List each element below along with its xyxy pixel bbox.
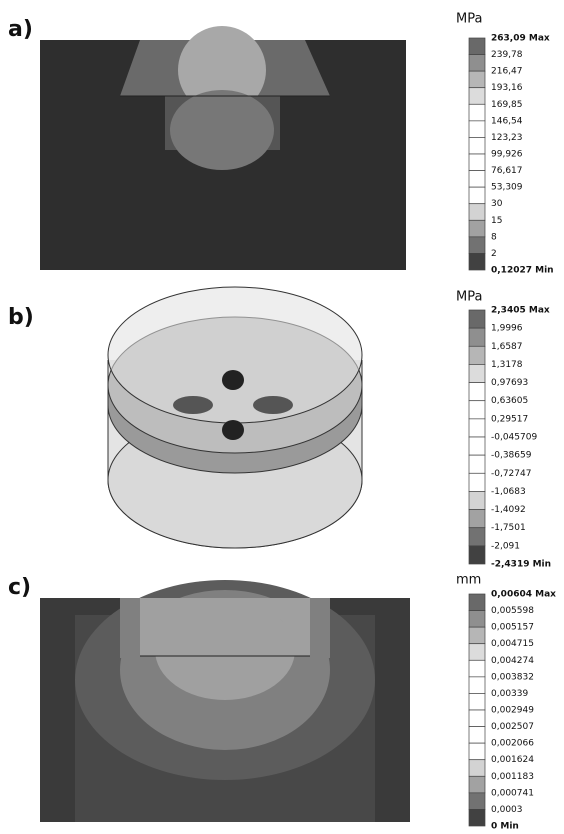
legend-label: 0,00339 <box>491 689 528 699</box>
panel-label: c) <box>8 575 31 600</box>
legend-label: 0,002949 <box>491 706 534 716</box>
legend-swatch <box>468 759 486 777</box>
legend-label: 146,54 <box>491 116 523 126</box>
legend-label: 30 <box>491 199 503 209</box>
legend-label: 0,005157 <box>491 623 534 633</box>
legend-label: 99,926 <box>491 150 523 160</box>
legend-label: 0,0003 <box>491 805 523 815</box>
legend-label: 1,3178 <box>491 360 523 370</box>
legend-label: 0,63605 <box>491 396 528 406</box>
legend-swatch <box>468 170 486 188</box>
legend-label: 0,002507 <box>491 722 534 732</box>
legend-label: 15 <box>491 216 502 226</box>
legend-swatch <box>468 153 486 171</box>
legend-swatch <box>468 659 486 678</box>
legend-label: 193,16 <box>491 83 523 93</box>
legend-swatch <box>468 742 486 761</box>
legend-label: -1,0683 <box>491 487 526 497</box>
legend-swatch <box>468 775 486 794</box>
legend-label: 1,9996 <box>491 324 523 334</box>
legend-label: -2,4319 Min <box>491 560 551 570</box>
legend-swatch <box>468 491 486 510</box>
legend-swatch <box>468 593 486 611</box>
legend-label: -1,7501 <box>491 523 526 533</box>
legend-label: 0,001183 <box>491 772 534 782</box>
legend-swatch <box>468 726 486 744</box>
legend-swatch <box>468 70 486 89</box>
legend-label: 0,004274 <box>491 656 534 666</box>
legend-label: 0,005598 <box>491 606 534 616</box>
legend-swatch <box>468 54 486 72</box>
legend-swatch <box>468 345 486 365</box>
panel-a-image <box>40 26 406 270</box>
legend-swatch <box>468 527 486 547</box>
legend-label: -2,091 <box>491 541 520 551</box>
legend-label: 0,00604 Max <box>491 590 556 600</box>
legend-swatch <box>468 626 486 645</box>
panel-label: b) <box>8 305 34 330</box>
legend-swatch <box>468 120 486 138</box>
legend-swatch <box>468 37 486 55</box>
legend-label: 0 Min <box>491 822 519 832</box>
unit-label: MPa <box>456 290 482 305</box>
legend-label: 2,3405 Max <box>491 306 550 316</box>
legend-swatch <box>468 509 486 529</box>
legend-swatch <box>468 676 486 694</box>
legend-label: 0,004715 <box>491 639 534 649</box>
legend-swatch <box>468 253 486 271</box>
legend-swatch <box>468 137 486 155</box>
legend-label: 123,23 <box>491 133 523 143</box>
legend-swatch <box>468 309 486 329</box>
legend-swatch <box>468 364 486 383</box>
legend-swatch <box>468 472 486 492</box>
legend-label: -0,72747 <box>491 469 531 479</box>
legend-label: 239,78 <box>491 50 523 60</box>
legend-label: 8 <box>491 232 497 242</box>
legend-label: 0,29517 <box>491 414 528 424</box>
legend-swatch <box>468 610 486 628</box>
legend-label: -0,045709 <box>491 433 537 443</box>
legend-label: 169,85 <box>491 100 523 110</box>
legend-label: 2 <box>491 249 497 259</box>
legend-swatch <box>468 643 486 661</box>
legend-label: 0,000741 <box>491 788 534 798</box>
legend-swatch <box>468 186 486 205</box>
legend-swatch <box>468 418 486 438</box>
legend-label: -1,4092 <box>491 505 526 515</box>
legend-label: 0,001624 <box>491 755 534 765</box>
legend-swatch <box>468 87 486 105</box>
legend-label: 76,617 <box>491 166 523 176</box>
unit-label: MPa <box>456 12 482 27</box>
legend-label: 1,6587 <box>491 342 523 352</box>
legend-swatch <box>468 327 486 347</box>
legend-swatch <box>468 693 486 711</box>
panel-b-image <box>107 286 363 549</box>
legend-swatch <box>468 400 486 420</box>
legend-swatch <box>468 382 486 402</box>
legend-swatch <box>468 219 486 238</box>
legend-label: -0,38659 <box>491 451 532 461</box>
legend-swatch <box>468 545 486 565</box>
legend-swatch <box>468 809 486 827</box>
panel-c-image <box>40 580 410 822</box>
legend-swatch <box>468 103 486 122</box>
unit-label: mm <box>456 573 481 588</box>
legend-swatch <box>468 792 486 810</box>
legend-label: 0,97693 <box>491 378 528 388</box>
legend-label: 263,09 Max <box>491 34 550 44</box>
legend-swatch <box>468 436 486 456</box>
legend-label: 0,12027 Min <box>491 266 554 276</box>
legend-swatch <box>468 454 486 474</box>
legend-label: 53,309 <box>491 183 523 193</box>
legend-label: 0,003832 <box>491 672 534 682</box>
legend-swatch <box>468 709 486 727</box>
panel-label: a) <box>8 17 33 42</box>
legend-swatch <box>468 203 486 221</box>
legend-label: 0,002066 <box>491 739 534 749</box>
legend-label: 216,47 <box>491 67 523 77</box>
legend-swatch <box>468 236 486 254</box>
